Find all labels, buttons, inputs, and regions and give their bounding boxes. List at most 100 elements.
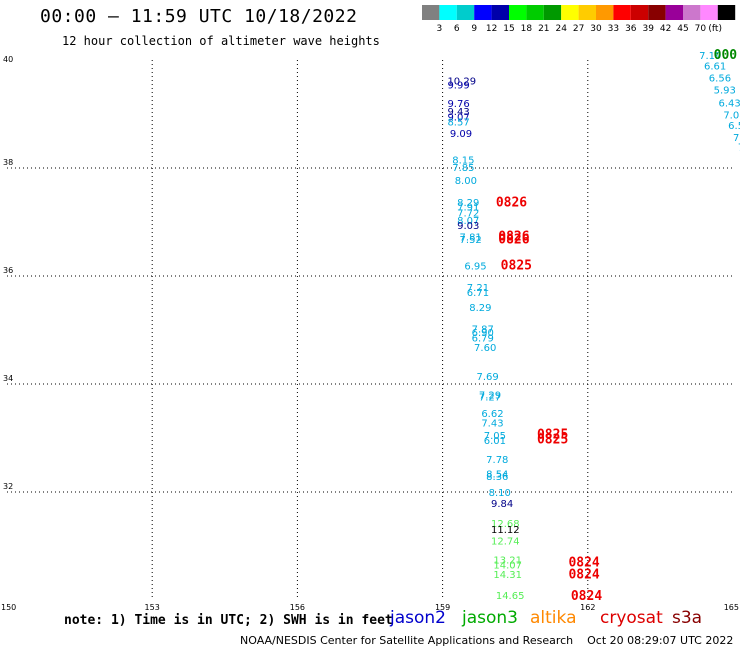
swh-value-point: 9.76 bbox=[447, 99, 469, 110]
swh-value-point: 7.08 bbox=[723, 110, 740, 121]
colorbar-swatch bbox=[422, 5, 440, 20]
swh-value-point: 7.43 bbox=[481, 419, 503, 430]
colorbar-label: 39 bbox=[642, 24, 654, 34]
footer-timestamp: Oct 20 08:29:07 UTC 2022 bbox=[587, 634, 734, 647]
swh-value-point: 7.52 bbox=[460, 235, 482, 246]
x-tick-label: 162 bbox=[580, 603, 595, 612]
swh-value-point: 9.09 bbox=[450, 129, 472, 140]
colorbar-label: 15 bbox=[503, 24, 514, 34]
swh-value-point: 6.90 bbox=[472, 328, 494, 339]
y-tick-label: 36 bbox=[3, 266, 13, 275]
legend-s3a: s3a bbox=[672, 608, 703, 628]
swh-value-point: 6.62 bbox=[481, 409, 503, 420]
swh-value-point: 9.43 bbox=[447, 107, 469, 118]
colorbar-swatch bbox=[613, 5, 631, 20]
swh-value-point: 7.85 bbox=[452, 163, 474, 174]
swh-value-point: 7.69 bbox=[476, 372, 498, 383]
swh-value-point: 9.03 bbox=[457, 221, 479, 232]
colorbar-swatch bbox=[543, 5, 562, 20]
colorbar-label: 70 bbox=[695, 24, 707, 34]
time-label: 0826 bbox=[498, 229, 529, 244]
colorbar-label: 6 bbox=[454, 24, 460, 34]
swh-value-point: 7 bbox=[738, 143, 740, 154]
colorbar-label: 12 bbox=[486, 24, 497, 34]
time-label: 0824 bbox=[571, 589, 602, 604]
y-tick-label: 38 bbox=[3, 158, 13, 167]
credit-text: NOAA/NESDIS Center for Satellite Applica… bbox=[240, 634, 574, 647]
swh-points: 10.299.99 9.769.439.078.579.09 8.157.85 8.0… bbox=[447, 51, 740, 602]
time-label: 0826 bbox=[496, 195, 527, 210]
colorbar-label: 42 bbox=[660, 24, 671, 34]
colorbar-swatch bbox=[596, 5, 614, 20]
colorbar-swatch bbox=[439, 5, 457, 20]
swh-value-point: 14.31 bbox=[493, 570, 522, 581]
units-note: note: 1) Time is in UTC; 2) SWH is in fe… bbox=[64, 613, 393, 628]
swh-value-point: 12.68 bbox=[491, 519, 520, 530]
swh-value-point: 8.15 bbox=[452, 156, 474, 167]
colorbar-label: 30 bbox=[590, 24, 602, 34]
grid-lines bbox=[7, 60, 733, 600]
swh-value-point: 8.29 bbox=[469, 303, 491, 314]
swh-value-point: 10.29 bbox=[447, 76, 476, 87]
y-tick-label: 32 bbox=[3, 482, 13, 491]
swh-value-point: 8.54 bbox=[486, 469, 508, 480]
swh-value-point: 8.36 bbox=[486, 472, 508, 483]
colorbar-swatch bbox=[456, 5, 475, 20]
chart-subtitle: 12 hour collection of altimeter wave hei… bbox=[62, 34, 380, 48]
legend-jason2: jason2 bbox=[390, 608, 446, 628]
swh-value-point: 8.10 bbox=[489, 488, 511, 499]
x-tick-label: 165 bbox=[724, 603, 739, 612]
axis-tick-labels: 150 153 156 159 162 165 32 34 36 38 40 bbox=[1, 55, 739, 612]
swh-value-point: 11.12 bbox=[491, 525, 520, 536]
colorbar-swatch bbox=[665, 5, 683, 20]
y-tick-label: 40 bbox=[3, 55, 13, 64]
swh-value-point: 7.60 bbox=[474, 343, 496, 354]
swh-value-point: 12.74 bbox=[491, 536, 520, 547]
colorbar-swatch bbox=[700, 5, 718, 20]
swh-value-point: 7.72 bbox=[457, 209, 479, 220]
swh-value-point: 7.4 bbox=[733, 133, 740, 144]
colorbar-swatch bbox=[526, 5, 544, 20]
swh-value-point: 7.91 bbox=[457, 203, 479, 214]
color-scale-bar: 3 6 9 12 15 18 21 24 27 30 33 36 39 42 45 70 (ft) bbox=[422, 5, 736, 34]
swh-value-point: 6.43 bbox=[718, 98, 740, 109]
time-label: 0826 bbox=[498, 233, 529, 248]
x-tick-label: 153 bbox=[145, 603, 160, 612]
swh-value-point: 6.79 bbox=[472, 333, 494, 344]
swh-value-point: 6.95 bbox=[464, 262, 486, 273]
swh-value-point: 7.78 bbox=[486, 455, 508, 466]
time-label: 0825 bbox=[537, 432, 568, 447]
swh-value-point: 5.93 bbox=[714, 85, 736, 96]
colorbar-swatch bbox=[474, 5, 492, 20]
colorbar-label: 9 bbox=[471, 24, 477, 34]
x-tick-label: 156 bbox=[290, 603, 305, 612]
time-label: 0824 bbox=[568, 567, 599, 582]
swh-value-point: 6.61 bbox=[704, 62, 726, 73]
colorbar-swatch bbox=[578, 5, 596, 20]
swh-value-point: 9.07 bbox=[447, 112, 469, 123]
colorbar-unit: (ft) bbox=[708, 24, 722, 34]
colorbar-label: 33 bbox=[608, 24, 619, 34]
swh-value-point: 6.01 bbox=[484, 436, 506, 447]
x-tick-label: 159 bbox=[435, 603, 450, 612]
time-label: 0825 bbox=[501, 259, 532, 274]
colorbar-swatch bbox=[717, 5, 736, 20]
colorbar-swatch bbox=[561, 5, 579, 20]
x-tick-label: 150 bbox=[1, 603, 16, 612]
legend-cryosat: cryosat bbox=[600, 608, 663, 628]
swh-value-point: 7.05 bbox=[484, 431, 506, 442]
colorbar-label: 18 bbox=[521, 24, 533, 34]
colorbar-swatch bbox=[683, 5, 701, 20]
swh-value-point: 9.99 bbox=[447, 81, 469, 92]
colorbar-swatch bbox=[630, 5, 649, 20]
colorbar-label: 24 bbox=[555, 24, 567, 34]
swh-value-point: 13.21 bbox=[493, 555, 522, 566]
swh-value-point: 8.07 bbox=[457, 216, 479, 227]
swh-value-point: 8.00 bbox=[455, 176, 477, 187]
legend-altika: altika bbox=[530, 608, 577, 628]
colorbar-label: 3 bbox=[437, 24, 443, 34]
colorbar-swatch bbox=[491, 5, 509, 20]
swh-value-point: 7.21 bbox=[467, 283, 489, 294]
